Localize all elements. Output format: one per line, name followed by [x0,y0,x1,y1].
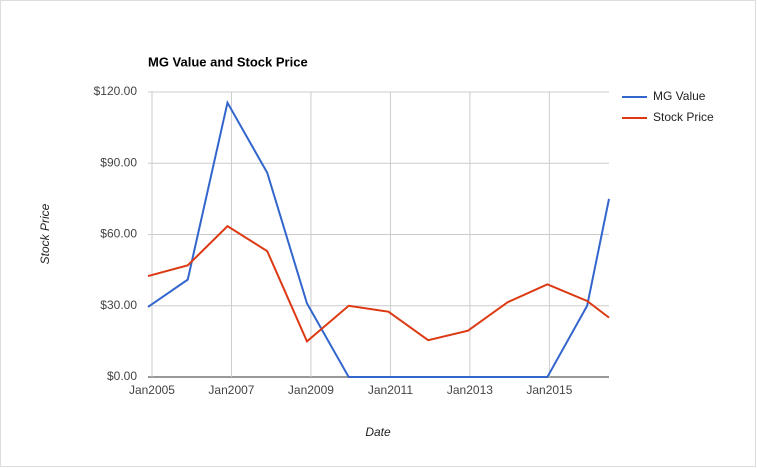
y-tick-label: $90.00 [100,155,137,169]
series-line [147,99,610,378]
y-tick-label: $0.00 [107,369,137,383]
chart-title: MG Value and Stock Price [148,54,308,69]
y-tick-label: $120.00 [94,84,138,98]
x-tick-label: Jan2013 [447,383,493,397]
x-tick-label: Jan2009 [288,383,334,397]
x-tick-label: Jan2007 [208,383,254,397]
y-axis-label: Stock Price [38,203,52,264]
x-tick-label: Jan2011 [368,383,413,397]
y-tick-label: $60.00 [100,227,137,241]
x-axis-label: Date [365,425,391,439]
series-line [147,224,610,344]
x-tick-label: Jan2005 [129,383,175,397]
y-tick-label: $30.00 [100,298,137,312]
x-tick-label: Jan2015 [526,383,572,397]
legend-label: Stock Price [653,110,714,124]
legend-label: MG Value [653,89,706,103]
